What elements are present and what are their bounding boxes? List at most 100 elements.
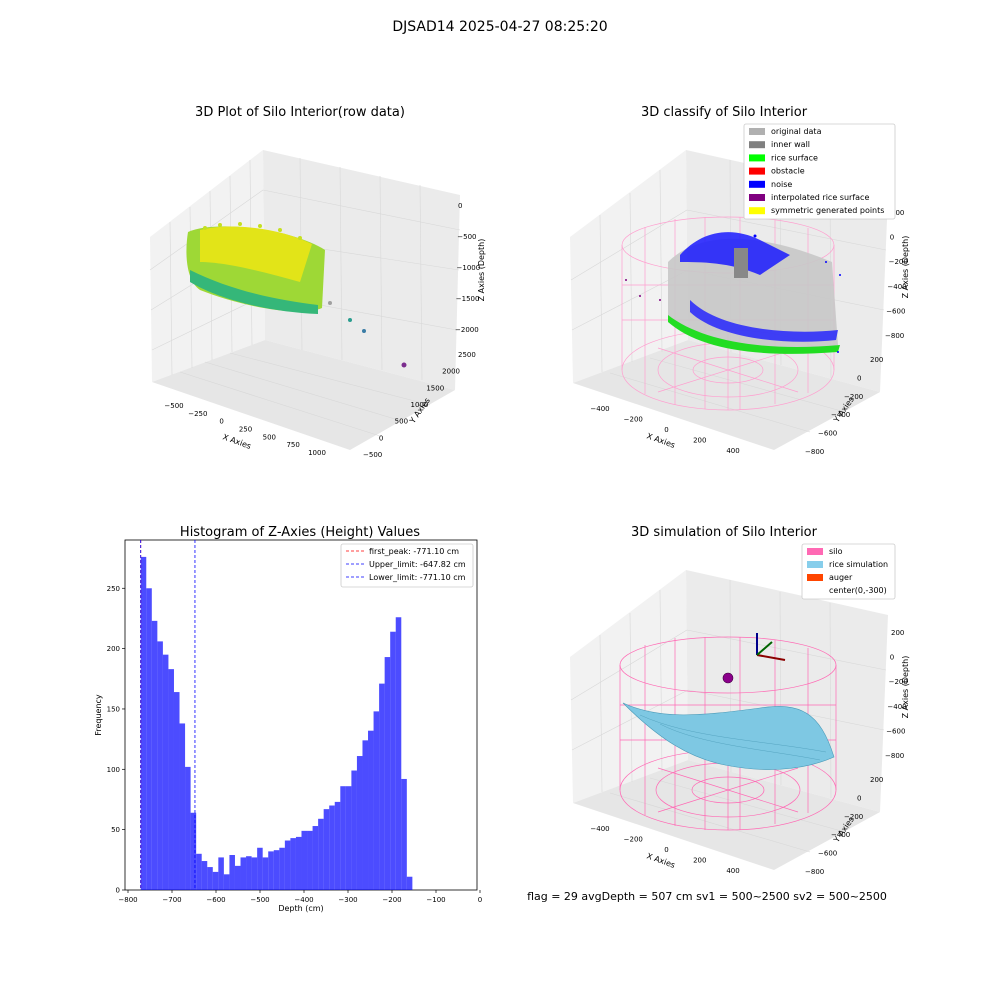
- classify-legend-swatch: [749, 141, 765, 149]
- classify-x-ticks: −400 −200 0 200 400: [590, 405, 739, 455]
- cls-y-tick-label: −600: [818, 430, 837, 438]
- histogram-bar: [301, 830, 308, 890]
- undefined-tick-label: −200: [624, 836, 643, 844]
- cls-y-tick-label: 0: [857, 374, 861, 382]
- histogram-bar: [262, 857, 269, 890]
- histogram-bar: [157, 641, 163, 890]
- histogram-legend-label: Lower_limit: -771.10 cm: [369, 573, 466, 582]
- undefined-tick-label: 1000: [308, 449, 326, 457]
- classify-legend-label: noise: [771, 180, 792, 189]
- simulation-plot-title: 3D simulation of Silo Interior: [631, 525, 818, 540]
- undefined-tick-label: 200: [693, 857, 706, 865]
- raw-zlabel: Z Axies (Depth): [477, 239, 486, 302]
- classify-legend-swatch: [749, 180, 765, 188]
- sim-z-tick-label: −200: [889, 678, 908, 686]
- histogram-bar: [329, 805, 335, 890]
- histogram-bar: [345, 786, 352, 890]
- histogram-bar: [218, 857, 224, 890]
- cls-z-tick-label: −800: [885, 332, 904, 340]
- raw-plot-title: 3D Plot of Silo Interior(row data): [195, 105, 405, 120]
- histogram-bars: [140, 556, 413, 890]
- histogram-panel: Histogram of Z-Axies (Height) Values −80…: [94, 525, 482, 913]
- center-axes-glyph: [756, 633, 786, 661]
- histogram-bar: [240, 857, 247, 890]
- sim-y-tick-label: −200: [844, 813, 863, 821]
- histogram-bar: [207, 867, 213, 890]
- raw-z-ticks: 0 −500 −1000 −1500 −2000: [455, 202, 480, 334]
- cls-z-tick-label: 0: [890, 234, 894, 242]
- cls-z-tick-label: −200: [889, 258, 908, 266]
- raw-point-cloud: [186, 222, 407, 368]
- histogram-title: Histogram of Z-Axies (Height) Values: [180, 525, 420, 540]
- simulation-y-ticks: 200 0 −200 −400 −600 −800: [805, 776, 883, 876]
- classify-plot-title: 3D classify of Silo Interior: [641, 105, 808, 120]
- undefined-tick-label: 250: [239, 426, 252, 434]
- classify-xlabel: X Axies: [645, 431, 676, 450]
- histogram-bar: [229, 855, 235, 890]
- undefined-tick-label: 400: [726, 867, 739, 875]
- undefined-tick-label: 500: [263, 433, 276, 441]
- histogram-bar: [395, 617, 402, 890]
- classify-y-ticks: 200 0 −200 −400 −600 −800: [805, 356, 883, 456]
- simulation-legend-swatch: [807, 574, 823, 581]
- histogram-bar: [179, 723, 186, 890]
- histogram-bar: [251, 857, 258, 890]
- raw-y-tick-label: 1000: [411, 401, 429, 409]
- undefined-tick-label: −400: [590, 405, 609, 413]
- histogram-x-tick-label: −300: [338, 896, 357, 904]
- undefined-tick-label: −200: [624, 416, 643, 424]
- classify-legend-swatch: [749, 167, 765, 175]
- undefined-tick-label: 750: [286, 441, 299, 449]
- cls-y-tick-label: 200: [870, 356, 883, 364]
- raw-z-tick-label: −1500: [456, 295, 480, 303]
- histogram-bar: [362, 740, 369, 890]
- histogram-bar: [390, 631, 396, 890]
- raw-z-tick-label: −500: [457, 233, 476, 241]
- histogram-bar: [379, 683, 385, 890]
- simulation-xlabel: X Axies: [645, 851, 676, 870]
- raw-y-tick-label: 2500: [458, 351, 476, 359]
- simulation-legend-swatch: [807, 561, 823, 568]
- histogram-x-tick-label: 0: [478, 896, 482, 904]
- raw-y-tick-label: −500: [363, 451, 382, 459]
- sim-y-tick-label: −800: [805, 868, 824, 876]
- histogram-legend: first_peak: -771.10 cm Upper_limit: -647.…: [340, 543, 474, 588]
- histogram-bar: [201, 861, 208, 890]
- histogram-bar: [273, 850, 280, 890]
- histogram-x-tick-label: −600: [206, 896, 225, 904]
- histogram-bar: [140, 556, 147, 890]
- histogram-bar: [406, 876, 413, 890]
- histogram-y-tick-label: 200: [107, 645, 120, 653]
- classify-legend-label: inner wall: [771, 140, 810, 149]
- histogram-bar: [334, 801, 341, 890]
- histogram-legend-label: first_peak: -771.10 cm: [369, 547, 459, 556]
- histogram-y-tick-label: 100: [107, 766, 120, 774]
- histogram-ylabel: Frequency: [94, 694, 103, 736]
- histogram-bar: [284, 840, 291, 890]
- histogram-bar: [234, 865, 241, 890]
- classify-legend-label: interpolated rice surface: [771, 193, 869, 202]
- simulation-x-ticks: −400 −200 0 200 400: [590, 825, 739, 875]
- classify-legend-label: original data: [771, 127, 822, 136]
- histogram-bar: [318, 818, 324, 890]
- simulation-zlabel: Z Axies (Depth): [901, 656, 910, 719]
- histogram-bar: [168, 669, 174, 890]
- histogram-bar: [257, 847, 263, 890]
- histogram-xlabel: Depth (cm): [278, 904, 323, 913]
- undefined-tick-label: −400: [590, 825, 609, 833]
- sim-y-tick-label: 0: [857, 794, 861, 802]
- histogram-bar: [351, 770, 357, 890]
- histogram-bar: [290, 838, 296, 890]
- classify-point-cloud: [625, 232, 841, 354]
- histogram-x-tick-label: −100: [426, 896, 445, 904]
- histogram-x-tick-label: −800: [118, 896, 137, 904]
- simulation-legend-label: center(0,-300): [829, 586, 887, 595]
- undefined-tick-label: 0: [219, 418, 223, 426]
- simulation-3d-plot: 3D simulation of Silo Interior: [570, 525, 910, 876]
- simulation-legend-swatch: [807, 548, 823, 555]
- sim-z-tick-label: −800: [885, 752, 904, 760]
- histogram-y-tick-label: 150: [107, 705, 120, 713]
- raw-y-tick-label: 1500: [426, 384, 444, 392]
- rice-simulation-surface: [622, 702, 835, 770]
